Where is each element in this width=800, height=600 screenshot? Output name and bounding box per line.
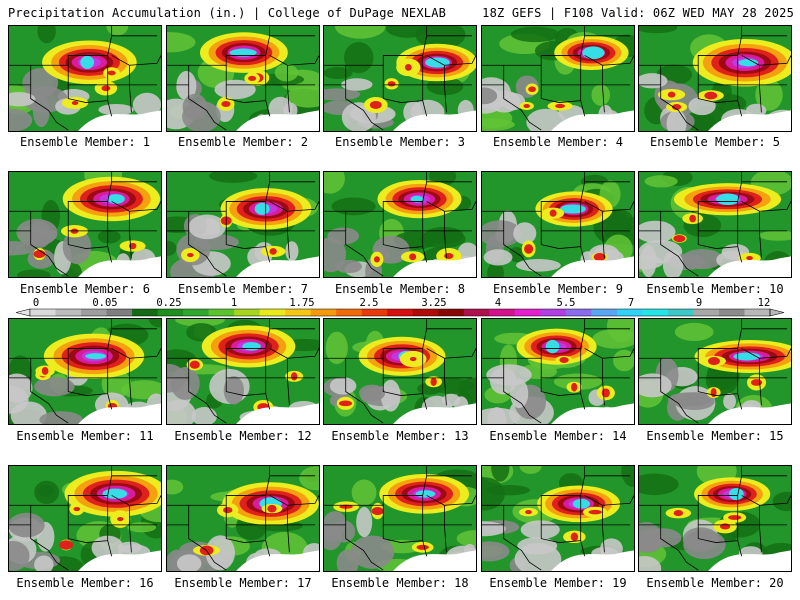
ensemble-panel-1: [8, 25, 162, 132]
ensemble-panel-19: [481, 465, 635, 572]
colorbar-tick-label: 5.5: [557, 297, 576, 309]
colorbar-min-arrow: [15, 308, 31, 317]
map-title: Precipitation Accumulation (in.) | Colle…: [8, 6, 447, 20]
colorbar-segment: [540, 309, 567, 316]
ensemble-panel-16: [8, 465, 162, 572]
colorbar-segment: [387, 309, 414, 316]
colorbar-tick-label: 0: [33, 297, 39, 309]
colorbar-tick-label: 4: [495, 297, 501, 309]
ensemble-panel-15: [638, 318, 792, 425]
ensemble-member-label: Ensemble Member: 5: [649, 135, 781, 149]
colorbar-tick-label: 9: [696, 297, 702, 309]
ensemble-panel-14: [481, 318, 635, 425]
ensemble-member-label: Ensemble Member: 10: [646, 282, 784, 296]
colorbar-segment: [412, 309, 439, 316]
colorbar-tick-label: 12: [758, 297, 771, 309]
colorbar-segment: [106, 309, 133, 316]
colorbar-tick-label: 0.25: [156, 297, 181, 309]
ensemble-panel-3: [323, 25, 477, 132]
ensemble-panel-4: [481, 25, 635, 132]
colorbar-segment: [642, 309, 669, 316]
ensemble-member-label: Ensemble Member: 14: [489, 429, 627, 443]
colorbar-segment: [463, 309, 490, 316]
colorbar-segment: [208, 309, 235, 316]
colorbar-segment: [183, 309, 210, 316]
ensemble-panel-6: [8, 171, 162, 278]
ensemble-panel-18: [323, 465, 477, 572]
colorbar-segment: [361, 309, 388, 316]
ensemble-member-label: Ensemble Member: 7: [177, 282, 309, 296]
ensemble-panel-10: [638, 171, 792, 278]
ensemble-member-label: Ensemble Member: 11: [16, 429, 154, 443]
colorbar-segment: [667, 309, 694, 316]
ensemble-panel-8: [323, 171, 477, 278]
ensemble-member-label: Ensemble Member: 1: [19, 135, 151, 149]
colorbar-segment: [616, 309, 643, 316]
colorbar-segment: [157, 309, 184, 316]
ensemble-member-label: Ensemble Member: 3: [334, 135, 466, 149]
ensemble-member-label: Ensemble Member: 19: [489, 576, 627, 590]
colorbar-segment: [489, 309, 516, 316]
colorbar-segment: [234, 309, 261, 316]
colorbar-max-arrow: [769, 308, 785, 317]
colorbar-segment: [30, 309, 57, 316]
ensemble-member-label: Ensemble Member: 2: [177, 135, 309, 149]
colorbar-segment: [55, 309, 82, 316]
ensemble-panel-13: [323, 318, 477, 425]
ensemble-panel-2: [166, 25, 320, 132]
colorbar-tick-label: 3.25: [421, 297, 446, 309]
ensemble-member-label: Ensemble Member: 4: [492, 135, 624, 149]
ensemble-member-label: Ensemble Member: 9: [492, 282, 624, 296]
colorbar-segment: [132, 309, 159, 316]
ensemble-panel-7: [166, 171, 320, 278]
colorbar-segment: [438, 309, 465, 316]
colorbar-segment: [514, 309, 541, 316]
colorbar-segment: [310, 309, 337, 316]
ensemble-panel-17: [166, 465, 320, 572]
colorbar-tick-label: 1: [231, 297, 237, 309]
colorbar-segment: [259, 309, 286, 316]
colorbar-tick-label: 1.75: [289, 297, 314, 309]
ensemble-member-label: Ensemble Member: 16: [16, 576, 154, 590]
ensemble-member-label: Ensemble Member: 18: [331, 576, 469, 590]
ensemble-member-label: Ensemble Member: 6: [19, 282, 151, 296]
ensemble-member-label: Ensemble Member: 13: [331, 429, 469, 443]
ensemble-member-label: Ensemble Member: 20: [646, 576, 784, 590]
ensemble-member-label: Ensemble Member: 12: [174, 429, 312, 443]
model-run-info: 18Z GEFS | F108 Valid: 06Z WED MAY 28 20…: [482, 6, 794, 20]
colorbar-segment: [591, 309, 618, 316]
ensemble-panel-5: [638, 25, 792, 132]
colorbar-segment: [565, 309, 592, 316]
ensemble-member-label: Ensemble Member: 8: [334, 282, 466, 296]
colorbar-tick-label: 2.5: [360, 297, 379, 309]
ensemble-panel-11: [8, 318, 162, 425]
colorbar-segment: [81, 309, 108, 316]
ensemble-panel-9: [481, 171, 635, 278]
ensemble-panel-12: [166, 318, 320, 425]
colorbar-tick-label: 7: [628, 297, 634, 309]
ensemble-member-label: Ensemble Member: 15: [646, 429, 784, 443]
precip-colorbar: 0 0.05 0.25 1 1.75 2.5 3.25 4 5.5 7 9 12: [15, 297, 785, 317]
colorbar-tick-label: 0.05: [92, 297, 117, 309]
colorbar-segment: [693, 309, 720, 316]
colorbar-segment: [336, 309, 363, 316]
colorbar-segment: [744, 309, 771, 316]
ensemble-member-label: Ensemble Member: 17: [174, 576, 312, 590]
ensemble-panel-20: [638, 465, 792, 572]
colorbar-segment: [285, 309, 312, 316]
colorbar-segment: [718, 309, 745, 316]
